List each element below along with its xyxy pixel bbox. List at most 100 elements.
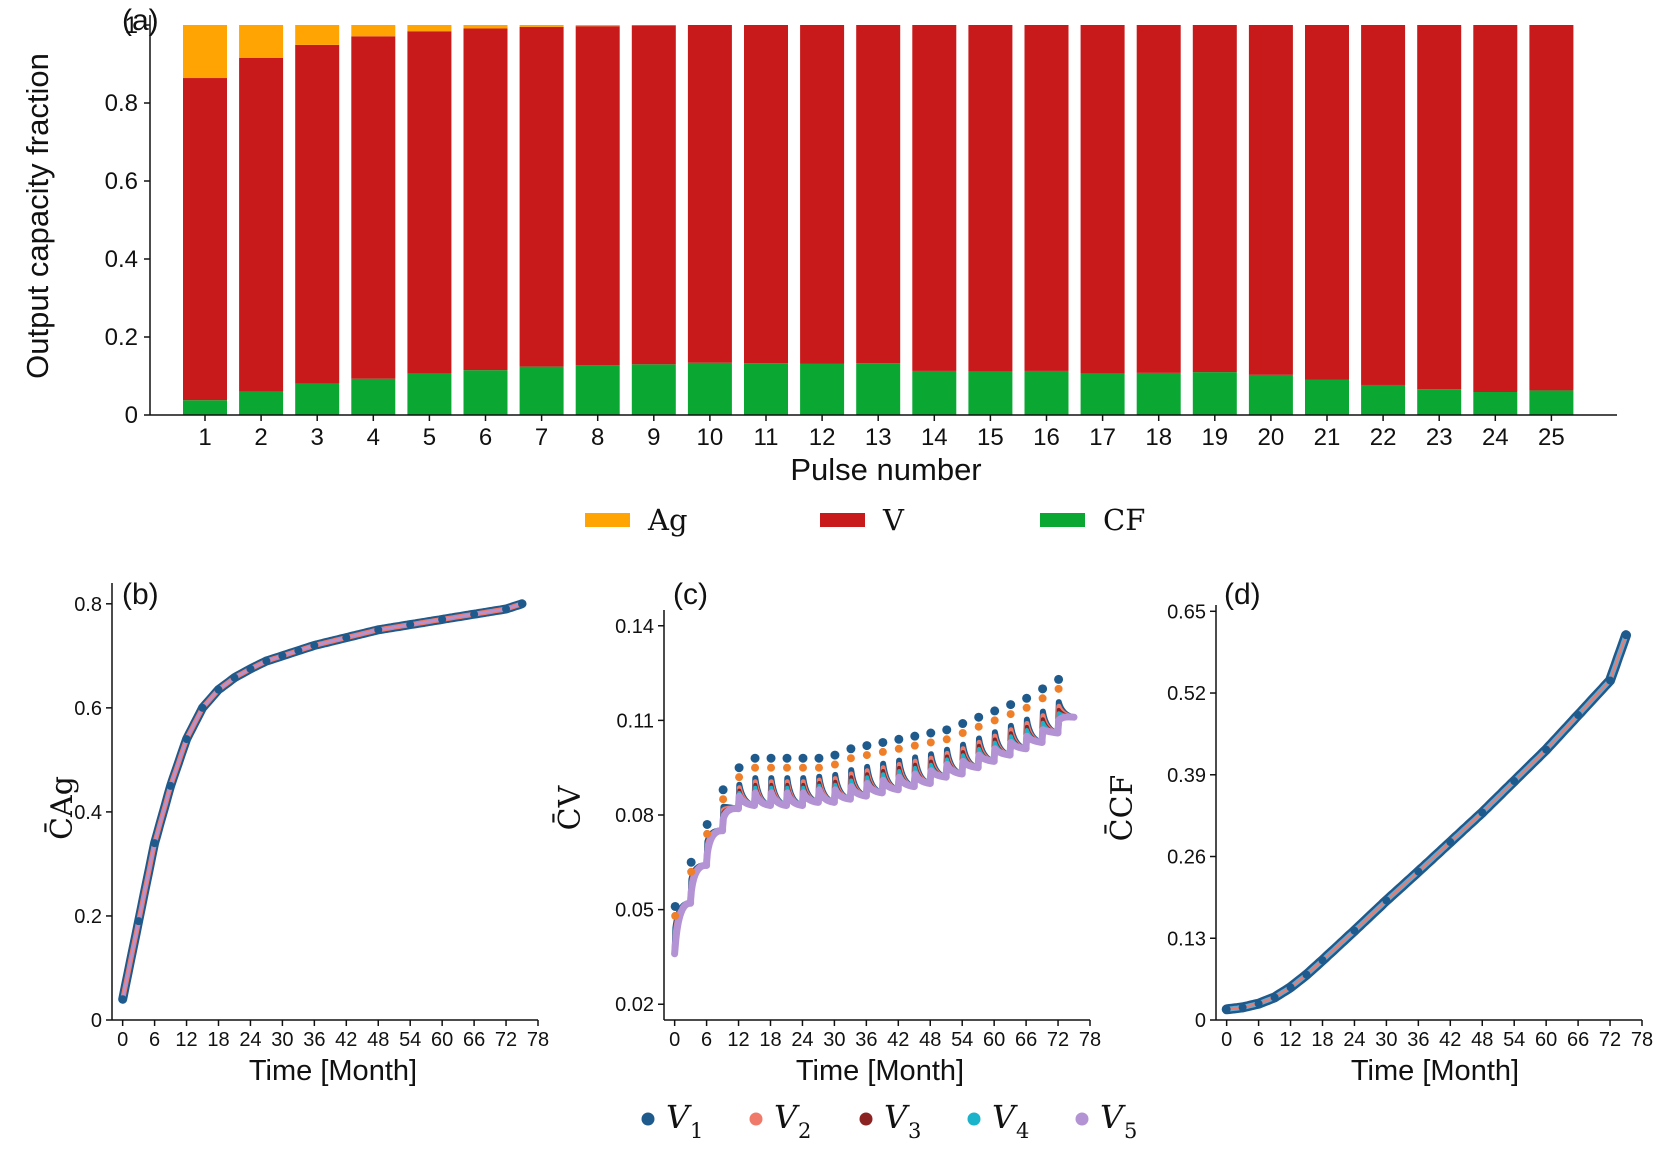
data-point-v1-peak bbox=[830, 750, 840, 760]
data-point-v1-peak bbox=[1022, 693, 1032, 703]
y-tick-label: 0.6 bbox=[74, 698, 102, 720]
bar-cf-24 bbox=[1473, 391, 1518, 415]
x-tick-label: 60 bbox=[431, 1029, 453, 1051]
bar-v-10 bbox=[687, 25, 732, 363]
legend-swatch-v bbox=[820, 513, 865, 527]
x-tick-label: 16 bbox=[1033, 424, 1060, 451]
y-tick-label: 0.2 bbox=[74, 906, 102, 928]
series-v4-markers bbox=[1226, 634, 1629, 1012]
panel-c-xlabel: Time [Month] bbox=[796, 1055, 964, 1087]
data-point-v1-peak bbox=[990, 706, 1000, 716]
x-tick-label: 5 bbox=[423, 424, 436, 451]
x-tick-label: 20 bbox=[1258, 424, 1285, 451]
x-tick-label: 54 bbox=[1503, 1029, 1525, 1051]
legend-label-v5: V bbox=[1100, 1098, 1126, 1136]
x-tick-label: 6 bbox=[149, 1029, 160, 1051]
x-tick-label: 19 bbox=[1201, 424, 1228, 451]
data-point-v1-peak bbox=[798, 753, 808, 763]
data-point-v2-peak bbox=[974, 722, 983, 731]
data-point-v1-peak bbox=[782, 753, 792, 763]
data-point bbox=[310, 641, 319, 650]
y-tick-label: 0.02 bbox=[615, 994, 654, 1016]
bar-ag-4 bbox=[351, 25, 396, 37]
x-tick-label: 6 bbox=[701, 1029, 712, 1051]
y-tick-label: 0.52 bbox=[1167, 683, 1206, 705]
data-point bbox=[294, 646, 303, 655]
x-tick-label: 12 bbox=[809, 424, 836, 451]
series-v1-markers bbox=[118, 599, 527, 1004]
x-tick-label: 36 bbox=[855, 1029, 877, 1051]
x-tick-label: 36 bbox=[1407, 1029, 1429, 1051]
panel-c-scatter: (c) C̄V Time [Month] 0 6 12 18 24 30 36 42 48 54 6… bbox=[552, 578, 1102, 1087]
x-tick-label: 2 bbox=[254, 424, 267, 451]
panel-d-label: (d) bbox=[1224, 578, 1261, 611]
series-v4-markers bbox=[672, 711, 1076, 956]
y-tick-label: 0.05 bbox=[615, 900, 654, 922]
data-point bbox=[1510, 777, 1519, 786]
bar-ag-5 bbox=[407, 25, 452, 32]
x-tick-label: 30 bbox=[823, 1029, 845, 1051]
bar-v-22 bbox=[1361, 25, 1406, 385]
bar-cf-12 bbox=[800, 363, 845, 415]
legend-marker-v4 bbox=[967, 1112, 981, 1126]
bar-v-15 bbox=[968, 25, 1013, 372]
y-tick-label: 0.26 bbox=[1167, 847, 1206, 869]
data-point-v1-peak bbox=[926, 728, 936, 738]
x-tick-label: 54 bbox=[399, 1029, 421, 1051]
bar-cf-18 bbox=[1136, 372, 1181, 415]
panel-d-scatter: (d) C̄CF Time [Month] 0 6 12 18 24 30 36 42 48 54… bbox=[1104, 578, 1654, 1087]
panel-a-legend: Ag V CF bbox=[585, 503, 1145, 537]
bar-cf-2 bbox=[239, 391, 284, 415]
data-point-v1-peak bbox=[718, 785, 728, 795]
x-tick-label: 66 bbox=[1567, 1029, 1589, 1051]
bar-ag-6 bbox=[463, 25, 508, 29]
data-point-v2-peak bbox=[1038, 694, 1047, 703]
bar-v-20 bbox=[1248, 25, 1293, 375]
bar-v-17 bbox=[1080, 25, 1125, 374]
bar-v-5 bbox=[407, 31, 452, 374]
x-tick-label: 72 bbox=[1599, 1029, 1621, 1051]
series-v5-markers bbox=[121, 602, 523, 1000]
y-tick-label: 0.13 bbox=[1167, 928, 1206, 950]
data-point bbox=[214, 685, 223, 694]
y-tick-label: 0.8 bbox=[105, 90, 138, 117]
bar-v-4 bbox=[351, 36, 396, 379]
x-tick-label: 30 bbox=[271, 1029, 293, 1051]
x-tick-label: 18 bbox=[1311, 1029, 1333, 1051]
panel-c-ylabel: C̄V bbox=[552, 784, 588, 830]
panel-d-xlabel: Time [Month] bbox=[1351, 1055, 1519, 1087]
data-point-v2-peak bbox=[878, 747, 887, 756]
series-v2-markers bbox=[1226, 634, 1627, 1011]
data-point-v1-peak bbox=[910, 731, 920, 741]
data-point-v2-peak bbox=[910, 741, 919, 750]
bar-cf-13 bbox=[856, 363, 901, 415]
bar-ag-1 bbox=[183, 25, 227, 79]
bar-v-7 bbox=[519, 26, 564, 367]
panel-a-label: (a) bbox=[122, 4, 159, 37]
data-point-v2-peak bbox=[798, 763, 807, 772]
bar-v-2 bbox=[239, 57, 284, 392]
x-tick-label: 10 bbox=[697, 424, 724, 451]
data-point-v1-peak bbox=[734, 763, 744, 773]
x-tick-label: 48 bbox=[1471, 1029, 1493, 1051]
legend-sub-v1: 1 bbox=[690, 1119, 703, 1143]
panel-a-xlabel: Pulse number bbox=[790, 452, 981, 487]
data-point-v1-peak bbox=[862, 741, 872, 751]
x-tick-label: 66 bbox=[1015, 1029, 1037, 1051]
bar-cf-4 bbox=[351, 378, 396, 415]
data-point bbox=[150, 839, 159, 848]
data-point-v1-peak bbox=[766, 753, 776, 763]
x-tick-label: 18 bbox=[759, 1029, 781, 1051]
x-tick-label: 78 bbox=[1079, 1029, 1101, 1051]
bar-cf-8 bbox=[575, 365, 620, 415]
bar-ag-8 bbox=[575, 25, 620, 27]
legend-marker-v3 bbox=[859, 1112, 873, 1126]
bar-cf-1 bbox=[183, 400, 227, 415]
data-point bbox=[118, 995, 127, 1004]
data-point bbox=[246, 664, 255, 673]
data-point bbox=[182, 735, 191, 744]
panel-b-scatter: (b) C̄Ag Time [Month] 0 6 12 18 24 30 36 42 48 54… bbox=[44, 578, 550, 1087]
bar-ag-2 bbox=[239, 25, 284, 58]
legend-sub-v4: 4 bbox=[1016, 1119, 1029, 1143]
x-tick-label: 9 bbox=[647, 424, 660, 451]
